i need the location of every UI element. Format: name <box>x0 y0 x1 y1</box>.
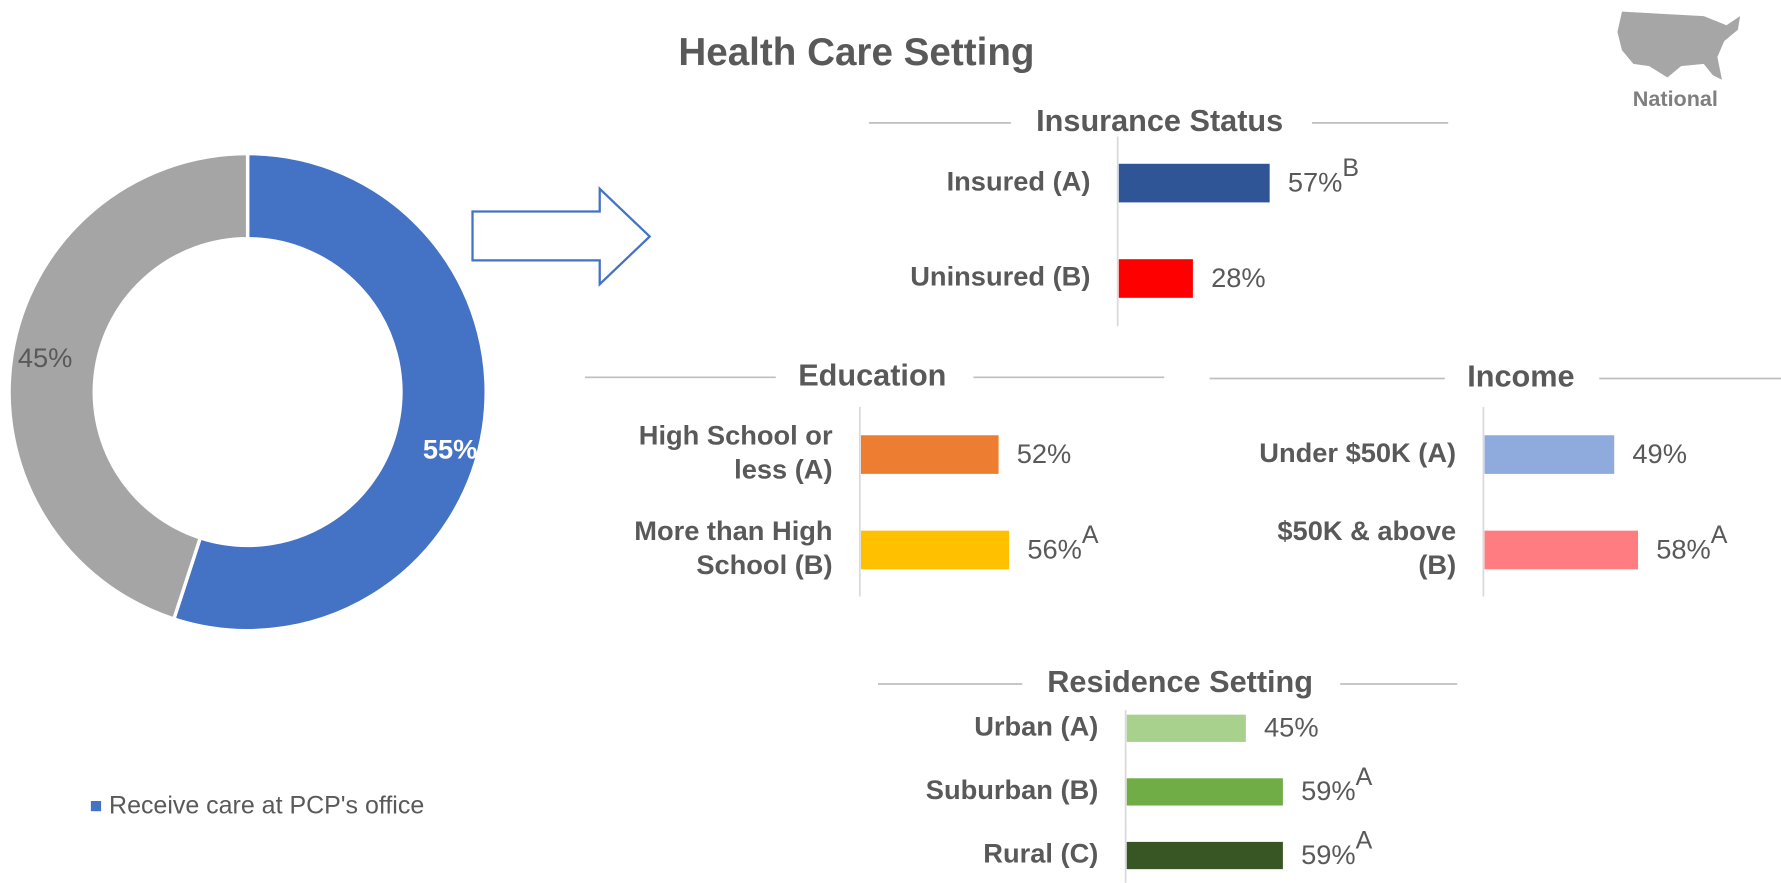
category-label: High School or less (A) <box>639 420 833 485</box>
value-label: 58% <box>1656 533 1711 564</box>
panel-title: Education <box>798 358 946 392</box>
value-label: 57% <box>1288 166 1343 197</box>
significance-marker: A <box>1356 826 1373 854</box>
category-label: $50K & above (B) <box>1277 515 1456 580</box>
bar <box>1118 163 1270 203</box>
significance-marker: A <box>1082 521 1099 549</box>
value-label: 59% <box>1301 839 1356 870</box>
bar <box>1126 841 1283 870</box>
value-label: 28% <box>1211 262 1266 293</box>
category-label: Rural (C) <box>983 838 1098 869</box>
bar <box>860 530 1010 570</box>
significance-marker: B <box>1342 154 1359 182</box>
panel-title: Income <box>1467 360 1574 394</box>
bar <box>1126 778 1283 806</box>
arrow <box>471 186 652 287</box>
value-label: 56% <box>1027 533 1082 564</box>
donut-slice <box>171 151 488 633</box>
region-label: National <box>1633 86 1718 111</box>
category-label: Uninsured (B) <box>910 261 1090 292</box>
slice-label: 55% <box>423 434 478 465</box>
category-label: Urban (A) <box>974 711 1098 742</box>
page-title: Health Care Setting <box>678 31 1034 74</box>
slice-label: 45% <box>18 342 73 373</box>
significance-marker: A <box>1711 521 1728 549</box>
category-label: Under $50K (A) <box>1259 437 1456 468</box>
category-label: Suburban (B) <box>926 774 1099 805</box>
value-label: 45% <box>1264 712 1319 743</box>
value-label: 52% <box>1017 438 1072 469</box>
us-map-icon <box>1617 11 1741 80</box>
bar <box>1118 259 1193 298</box>
legend-swatch <box>90 800 102 812</box>
bar <box>1484 530 1639 570</box>
value-label: 49% <box>1632 438 1687 469</box>
legend-label: Receive care at PCP's office <box>109 791 424 819</box>
bar <box>860 435 999 474</box>
bar <box>1126 714 1246 742</box>
value-label: 59% <box>1301 775 1356 806</box>
category-label: Insured (A) <box>947 165 1091 196</box>
category-label: More than High School (B) <box>634 515 832 580</box>
panel-title: Insurance Status <box>1036 104 1283 138</box>
significance-marker: A <box>1356 763 1373 791</box>
donut-slice <box>7 151 250 622</box>
bar <box>1484 435 1615 474</box>
panel-title: Residence Setting <box>1047 665 1313 699</box>
